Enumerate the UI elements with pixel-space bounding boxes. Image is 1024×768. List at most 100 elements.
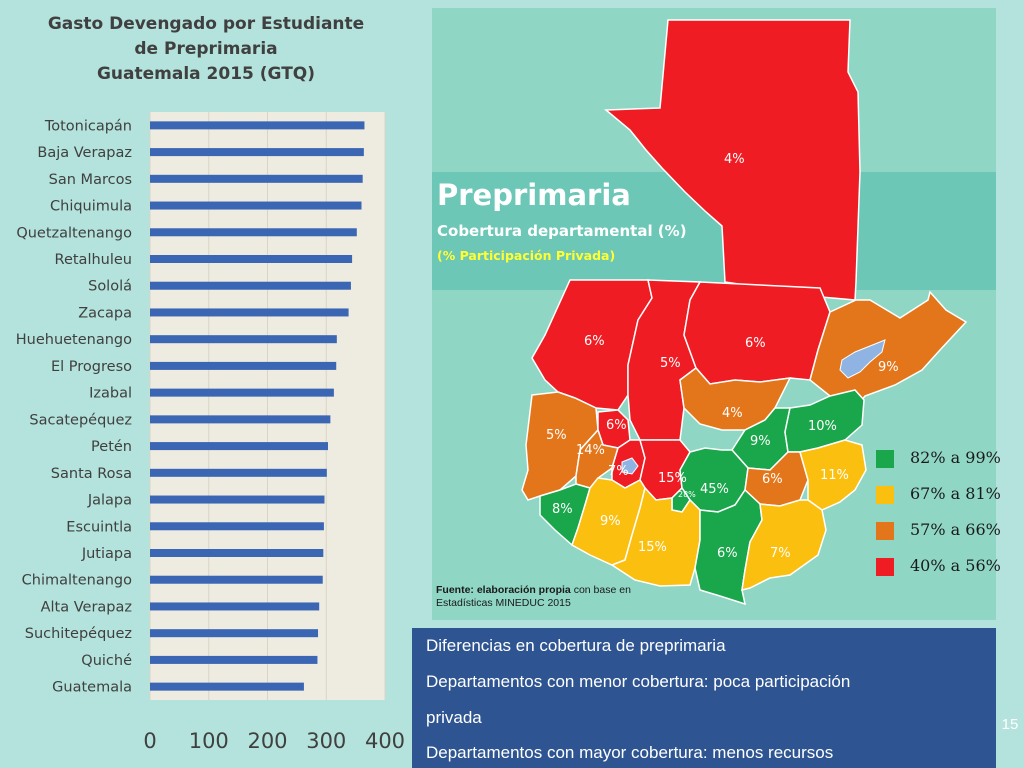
label-retalhuleu: 8% (552, 502, 573, 517)
label-alta-verapaz: 6% (745, 336, 766, 351)
bar (150, 228, 357, 237)
note-line: Departamentos con menor cobertura: poca … (426, 672, 851, 691)
category-label: Retalhuleu (55, 252, 132, 268)
bar (150, 468, 327, 477)
note-line: Diferencias en cobertura de preprimaria (426, 636, 726, 655)
map-title: Preprimaria (437, 178, 631, 212)
region-chiquimula (799, 439, 867, 511)
legend-label: 82% a 99% (910, 448, 1001, 467)
region-jutiapa (741, 499, 827, 592)
label-solola: 7% (608, 464, 629, 479)
label-jutiapa: 7% (770, 546, 791, 561)
label-chiquimula: 11% (820, 468, 849, 483)
label-san-marcos: 5% (546, 428, 567, 443)
chart-title-line-2: de Preprimaria (134, 39, 278, 59)
chart-title-line-1: Gasto Devengado por Estudiante (47, 14, 365, 34)
label-suchitepequez: 9% (600, 514, 621, 529)
region-san-marcos (521, 391, 599, 501)
region-quetzaltenango (575, 428, 619, 489)
lake-atitlan (621, 457, 639, 475)
legend-swatch-orange (876, 522, 894, 540)
chart-title: Gasto Devengado por Estudiante de Prepri… (0, 12, 412, 87)
legend-swatch-yellow (876, 486, 894, 504)
x-tick-label: 100 (189, 729, 229, 753)
category-label: Sacatepéquez (29, 412, 132, 428)
label-chimaltenango: 15% (658, 471, 687, 486)
bar (150, 495, 325, 504)
category-label: Suchitepéquez (25, 626, 132, 642)
x-tick-label: 0 (143, 729, 156, 753)
map-subtitle-private: (% Participación Privada) (437, 248, 616, 263)
category-label: Alta Verapaz (41, 599, 132, 615)
x-tick-label: 400 (365, 729, 405, 753)
bar (150, 575, 323, 584)
slide-number: 15 (1001, 716, 1019, 733)
label-escuintla: 15% (638, 540, 667, 555)
bar (150, 442, 329, 451)
bar (150, 174, 363, 183)
region-zacapa (784, 389, 865, 453)
bar (150, 148, 364, 157)
bar (150, 308, 349, 317)
category-label: El Progreso (51, 359, 132, 375)
bar (150, 388, 334, 397)
label-peten: 4% (724, 152, 745, 167)
bar-chart: 0 100 200 300 400 Totonicapán Baja Verapaz San … (16, 112, 405, 753)
note-line: Departamentos con mayor cobertura: menos… (426, 743, 834, 762)
source-rest: con base en (570, 584, 631, 596)
map-source: Fuente: elaboración propia con base en E… (436, 584, 631, 610)
category-label: Jalapa (87, 493, 132, 509)
bar (150, 629, 319, 638)
bar (150, 415, 331, 424)
notes-box: Diferencias en cobertura de preprimaria … (412, 628, 996, 768)
category-label: Chimaltenango (22, 573, 132, 589)
category-label: Jutiapa (81, 546, 132, 562)
label-izabal: 9% (878, 360, 899, 375)
bar (150, 201, 362, 210)
label-baja-verapaz: 4% (722, 406, 743, 421)
x-tick-label: 200 (247, 729, 287, 753)
lake-izabal (839, 339, 886, 379)
bar (150, 361, 337, 370)
label-quetzaltenango: 14% (576, 443, 605, 458)
label-jalapa: 6% (762, 472, 783, 487)
bar (150, 281, 351, 290)
label-huehuetenango: 6% (584, 334, 605, 349)
map-subtitle: Cobertura departamental (%) (437, 222, 687, 240)
legend-swatch-red (876, 558, 894, 576)
label-el-progreso: 9% (750, 434, 771, 449)
source-line-2: Estadísticas MINEDUC 2015 (436, 597, 571, 609)
category-label: Quetzaltenango (16, 225, 132, 241)
label-sacatepequez: 28% (678, 490, 696, 499)
category-label: Izabal (89, 386, 132, 402)
x-tick-label: 300 (306, 729, 346, 753)
category-label: Zacapa (78, 305, 132, 321)
bar (150, 121, 365, 130)
label-santa-rosa: 6% (717, 546, 738, 561)
label-quiche: 5% (660, 356, 681, 371)
region-peten (604, 19, 861, 301)
region-izabal (809, 290, 968, 409)
label-zacapa: 10% (808, 419, 837, 434)
label-totonicapan: 6% (606, 418, 627, 433)
chart-title-line-3: Guatemala 2015 (GTQ) (96, 64, 316, 84)
legend-swatch-green (876, 450, 894, 468)
category-label: Petén (91, 439, 132, 455)
category-label: Sololá (88, 279, 132, 295)
legend-label: 57% a 66% (910, 520, 1001, 539)
category-label: Chiquimula (50, 199, 132, 215)
legend-label: 67% a 81% (910, 484, 1001, 503)
label-guatemala: 45% (700, 482, 729, 497)
bar (150, 602, 320, 611)
source-bold: Fuente: elaboración propia (436, 584, 571, 596)
bar (150, 522, 324, 531)
bar (150, 549, 324, 557)
bar (150, 255, 353, 263)
guatemala-map (521, 19, 968, 606)
bar (150, 682, 304, 691)
legend-label: 40% a 56% (910, 556, 1001, 575)
category-label: Santa Rosa (51, 466, 132, 482)
bar (150, 655, 318, 664)
category-label: San Marcos (49, 172, 132, 188)
note-line: privada (426, 708, 482, 727)
